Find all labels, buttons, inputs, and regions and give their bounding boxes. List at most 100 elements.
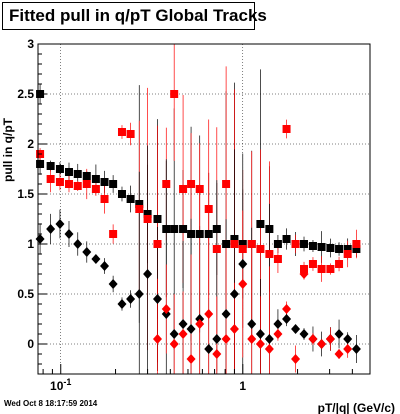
data-point-diamond [273, 319, 283, 329]
data-point-diamond [282, 314, 292, 324]
data-point-square [317, 265, 326, 273]
data-point-square [204, 205, 213, 213]
data-point-square [343, 245, 352, 253]
data-point-square [230, 240, 239, 248]
data-point-square [82, 172, 91, 180]
data-point-square [100, 195, 109, 203]
data-point-diamond [308, 334, 318, 344]
data-point-diamond [255, 339, 265, 349]
data-point-square [179, 185, 188, 193]
data-point-diamond [169, 329, 179, 339]
data-point-diamond [100, 261, 110, 271]
data-point-square [265, 250, 274, 258]
data-point-diamond [169, 339, 179, 349]
data-point-diamond [221, 334, 231, 344]
data-point-diamond [64, 229, 74, 239]
data-point-square [91, 175, 100, 183]
data-point-diamond [212, 349, 222, 359]
data-point-diamond [55, 219, 65, 229]
data-point-square [126, 195, 135, 203]
data-point-square [135, 200, 144, 208]
data-point-diamond [343, 334, 353, 344]
data-point-square [195, 185, 204, 193]
data-point-diamond [299, 269, 309, 279]
x-tick-label: 10-1 [50, 377, 71, 393]
data-point-square [73, 182, 82, 190]
data-point-square [335, 245, 344, 253]
data-point-square [256, 220, 265, 228]
data-point-diamond [291, 324, 301, 334]
data-point-square [170, 225, 179, 233]
data-point-square [109, 230, 118, 238]
data-point-square [64, 180, 73, 188]
data-point-diamond [343, 344, 353, 354]
data-point-diamond [229, 289, 239, 299]
data-point-diamond [143, 269, 153, 279]
data-point-square [153, 240, 162, 248]
data-point-diamond [126, 294, 136, 304]
grid [38, 43, 370, 374]
data-point-square [230, 235, 239, 243]
data-point-diamond [317, 339, 327, 349]
data-point-diamond [108, 279, 118, 289]
data-point-square [273, 255, 282, 263]
data-point-diamond [238, 259, 248, 269]
data-point-square [73, 170, 82, 178]
data-point-diamond [334, 349, 344, 359]
timestamp: Wed Oct 8 18:17:59 2014 [4, 399, 98, 408]
data-point-square [55, 165, 64, 173]
y-tick-label: 1.5 [17, 187, 34, 201]
y-tick-label: 2 [27, 137, 34, 151]
data-point-square [352, 240, 361, 248]
x-axis-label: pT/|q| (GeV/c) [318, 401, 395, 414]
data-point-square [117, 190, 126, 198]
data-point-diamond [282, 304, 292, 314]
plot-frame [37, 43, 371, 375]
y-tick-label: 2.5 [17, 87, 34, 101]
data-point-square [308, 242, 317, 250]
data-point-square [135, 205, 144, 213]
y-tick-label: 1 [27, 237, 34, 251]
data-point-square [170, 90, 179, 98]
data-point-square [282, 125, 291, 133]
data-point-square [247, 240, 256, 248]
data-point-diamond [247, 319, 257, 329]
data-point-diamond [178, 329, 188, 339]
y-tick-label: 3 [27, 37, 34, 51]
data-point-square [91, 185, 100, 193]
data-point-square [282, 235, 291, 243]
data-point-square [238, 240, 247, 248]
data-point-square [317, 243, 326, 251]
data-point-square [265, 225, 274, 233]
data-point-square [179, 225, 188, 233]
chart-title: Fitted pull in q/pT Global Tracks [2, 2, 267, 30]
data-point-square [55, 178, 64, 186]
data-point-diamond [229, 324, 239, 334]
data-point-square [222, 240, 231, 248]
data-point-diamond [161, 304, 171, 314]
data-point-diamond [186, 324, 196, 334]
data-point-square [187, 180, 196, 188]
data-point-square [162, 180, 171, 188]
data-point-square [143, 215, 152, 223]
data-point-diamond [334, 329, 344, 339]
data-point-diamond [221, 309, 231, 319]
data-point-diamond [212, 334, 222, 344]
data-point-square [153, 215, 162, 223]
data-point-square [117, 128, 126, 136]
data-point-square [308, 260, 317, 268]
data-point-square [326, 265, 335, 273]
data-point-diamond [264, 344, 274, 354]
data-point-diamond [91, 254, 101, 264]
y-tick-label: 0 [27, 337, 34, 351]
data-point-square [143, 210, 152, 218]
data-point-diamond [238, 279, 248, 289]
data-point-square [46, 162, 55, 170]
data-point-diamond [134, 289, 144, 299]
data-points [35, 90, 361, 364]
data-point-diamond [299, 329, 309, 339]
data-point-square [256, 245, 265, 253]
data-point-diamond [351, 344, 361, 354]
data-point-diamond [195, 319, 205, 329]
